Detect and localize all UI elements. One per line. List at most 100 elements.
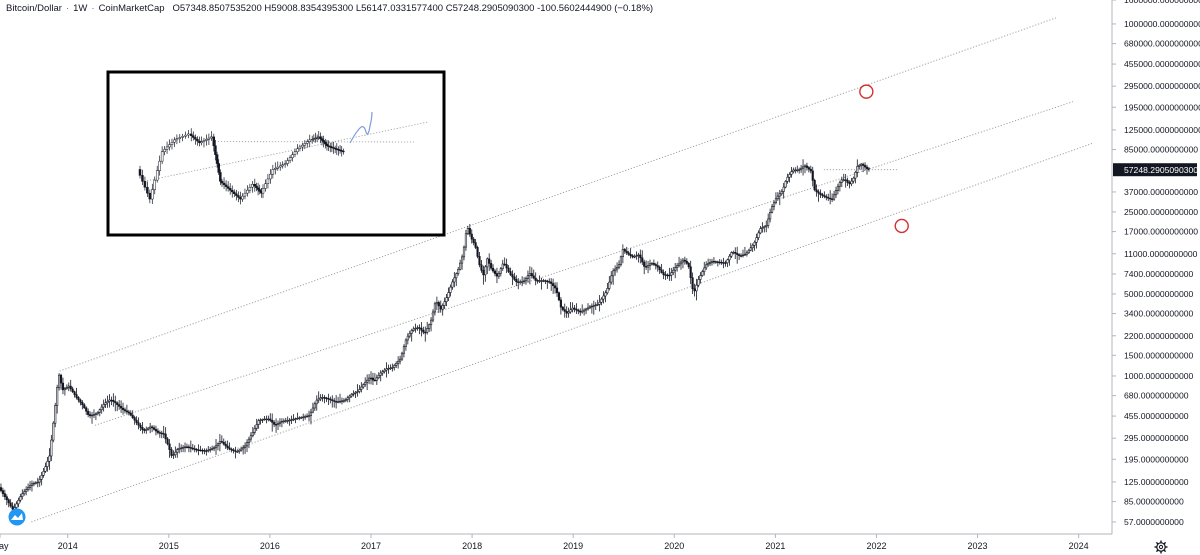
candle-down xyxy=(555,287,559,293)
candle-down xyxy=(116,402,119,405)
candle-up xyxy=(455,273,458,279)
candle-up xyxy=(174,451,177,456)
y-tick-label: 1000000.0000000000 xyxy=(1124,19,1200,29)
y-tick-label: 85000.0000000000 xyxy=(1124,145,1198,155)
candle-down xyxy=(714,261,717,263)
candle-up xyxy=(522,280,526,282)
candle-up xyxy=(182,447,185,449)
high-value: 59008.8354395300 xyxy=(271,3,354,14)
candle-down xyxy=(550,281,553,284)
inset-candle xyxy=(298,146,302,149)
candle-down xyxy=(476,247,479,257)
candle-down xyxy=(203,450,206,452)
candle-up xyxy=(311,407,314,413)
candle-down xyxy=(187,446,190,448)
candle-down xyxy=(123,409,127,412)
y-tick-label: 455.0000000000 xyxy=(1124,411,1189,421)
candle-down xyxy=(230,448,233,451)
chart-legend[interactable]: Bitcoin/Dollar · 1W · CoinMarketCap O57348.8… xyxy=(6,3,654,14)
candle-down xyxy=(120,406,123,409)
candle-up xyxy=(567,311,570,314)
candle-up xyxy=(338,400,342,403)
candle-up xyxy=(596,304,599,306)
gear-icon[interactable] xyxy=(1154,540,1168,554)
candle-down xyxy=(151,426,154,429)
candle-up xyxy=(108,399,111,402)
candle-up xyxy=(637,254,640,257)
candle-up xyxy=(48,455,51,462)
candle-up xyxy=(695,284,698,292)
time-axis[interactable]: May 2014 2015 2016 2017 2018 2019 2020 2021 2022 2… xyxy=(0,534,1089,551)
candle-up xyxy=(594,304,597,307)
candle-up xyxy=(245,442,249,447)
x-tick-label: 2024 xyxy=(1069,541,1089,551)
inset-candle xyxy=(143,181,147,188)
candle-up xyxy=(602,295,605,300)
candle-up xyxy=(429,319,433,326)
candle-down xyxy=(335,401,338,403)
candle-up xyxy=(705,264,708,269)
inset-candle xyxy=(141,175,144,182)
candle-up xyxy=(38,479,41,483)
candle-up xyxy=(40,475,43,480)
candle-up xyxy=(615,266,619,270)
candle-down xyxy=(825,196,828,198)
candle-up xyxy=(46,460,49,467)
low-value: 56147.0331577400 xyxy=(361,3,444,14)
open-value: 57348.8507535200 xyxy=(179,3,262,14)
candle-up xyxy=(304,416,307,418)
inset-candle xyxy=(283,163,287,165)
candle-up xyxy=(840,179,843,183)
candle-down xyxy=(863,165,867,168)
inset-candle xyxy=(248,186,252,191)
candle-up xyxy=(710,260,714,263)
candle-down xyxy=(805,165,809,168)
candle-up xyxy=(50,439,53,457)
candle-up xyxy=(180,447,183,449)
candle-up xyxy=(614,268,617,272)
candle-down xyxy=(819,192,822,195)
candle-up xyxy=(209,448,212,451)
candle-down xyxy=(418,327,421,329)
candle-down xyxy=(687,263,690,268)
inset-candle xyxy=(196,139,199,142)
candle-up xyxy=(106,401,109,404)
candle-down xyxy=(222,441,225,445)
candle-up xyxy=(598,301,601,305)
inset-candle xyxy=(222,182,226,186)
candle-up xyxy=(278,421,282,424)
inset-candle xyxy=(306,141,309,144)
candle-down xyxy=(73,391,76,395)
chart-pane[interactable] xyxy=(0,0,1113,535)
y-tick-label: 3400.0000000000 xyxy=(1124,309,1194,319)
y-tick-label: 195.0000000000 xyxy=(1124,454,1189,464)
channel-line xyxy=(94,100,1075,426)
candle-down xyxy=(557,292,561,301)
candle-down xyxy=(127,411,130,414)
candle-down xyxy=(685,260,688,264)
candle-up xyxy=(27,487,30,490)
candle-up xyxy=(395,363,398,366)
inset-candle xyxy=(202,140,206,142)
candle-up xyxy=(540,280,543,282)
inset-candle xyxy=(205,139,208,141)
price-axis[interactable]: 1600000.0000000000 1000000.0000000000 6800… xyxy=(1112,0,1200,527)
candle-down xyxy=(716,261,719,263)
candle-up xyxy=(763,226,766,228)
candle-up xyxy=(499,268,502,274)
candle-down xyxy=(507,267,510,272)
candle-down xyxy=(121,407,125,410)
candle-up xyxy=(583,309,586,312)
tradingview-logo-icon[interactable] xyxy=(8,508,26,526)
candle-up xyxy=(794,169,797,172)
candle-up xyxy=(58,374,61,388)
candle-up xyxy=(803,165,807,168)
candle-up xyxy=(749,247,752,251)
candle-down xyxy=(724,262,727,264)
candle-up xyxy=(569,309,572,313)
candle-up xyxy=(412,328,415,331)
candle-down xyxy=(738,254,741,256)
candle-up xyxy=(306,415,309,418)
candle-up xyxy=(435,302,438,305)
